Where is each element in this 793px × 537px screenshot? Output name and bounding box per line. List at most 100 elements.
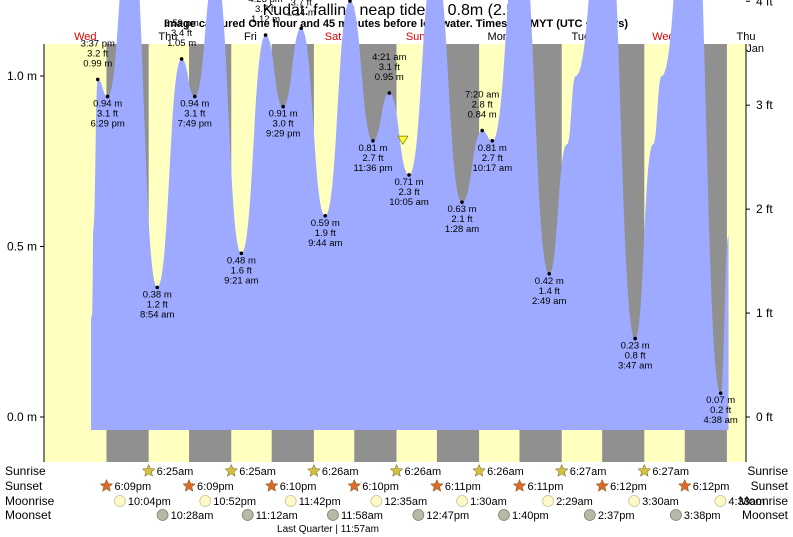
extreme-label: 9:21 am bbox=[224, 275, 258, 286]
extreme-point bbox=[371, 138, 375, 143]
chart-title: Kudat: falling neap tide at 0.8m (2.5ft) bbox=[263, 2, 530, 19]
sunset-icon bbox=[99, 478, 114, 492]
extreme-label: 3:59 pm bbox=[164, 18, 198, 29]
extreme-label: 4:23 pm bbox=[248, 0, 282, 5]
sunrise-icon bbox=[224, 463, 239, 477]
extreme-label: 0.23 m bbox=[621, 341, 650, 352]
extreme-label: 0.81 m bbox=[358, 143, 387, 154]
extreme-label: 2.8 ft bbox=[472, 100, 493, 111]
day-name: Wed bbox=[74, 31, 96, 43]
moonset-icon bbox=[498, 509, 510, 521]
moonrise-time: 12:35am bbox=[384, 496, 427, 508]
extreme-label: 3.7 ft bbox=[291, 0, 312, 8]
y-tick-label-m: 0.5 m bbox=[7, 240, 37, 254]
extreme-label: 10:17 am bbox=[473, 163, 513, 174]
extreme-label: 3.1 ft bbox=[97, 108, 118, 119]
row-label-right-moonrise: Moonrise bbox=[739, 494, 789, 508]
moonset-icon bbox=[241, 509, 254, 521]
sunset-time: 6:09pm bbox=[197, 481, 234, 493]
extreme-point bbox=[323, 214, 328, 218]
extreme-label: 2.7 ft bbox=[362, 153, 383, 164]
y-tick-label-ft: 0 ft bbox=[756, 410, 773, 424]
day-name: Sun bbox=[406, 31, 426, 43]
extreme-label: 3:47 am bbox=[618, 361, 652, 372]
extreme-point bbox=[718, 391, 723, 395]
plot-area bbox=[44, 0, 746, 462]
extreme-label: 7:49 pm bbox=[178, 118, 212, 129]
moonrise-icon bbox=[456, 495, 469, 507]
extreme-label: 3.0 ft bbox=[273, 119, 294, 130]
extreme-label: 1.6 ft bbox=[231, 265, 252, 276]
extreme-label: 10:05 am bbox=[389, 197, 429, 208]
extreme-label: 0.94 m bbox=[180, 98, 209, 109]
extreme-label: 1.2 ft bbox=[147, 299, 168, 310]
extreme-label: 6:29 pm bbox=[90, 118, 124, 129]
row-label-right-moonset: Moonset bbox=[742, 508, 789, 522]
sunset-icon bbox=[264, 478, 279, 492]
sunrise-time: 6:26am bbox=[487, 466, 524, 478]
moonset-time: 2:37pm bbox=[598, 510, 635, 522]
sunset-icon bbox=[512, 478, 527, 492]
extreme-point bbox=[281, 104, 285, 109]
extreme-label: 3.4 ft bbox=[171, 28, 192, 39]
sunrise-time: 6:26am bbox=[322, 466, 359, 478]
moonset-time: 11:12am bbox=[256, 510, 298, 522]
moonset-icon bbox=[412, 509, 425, 521]
extreme-label: 0.84 m bbox=[468, 110, 497, 121]
extreme-label: 0.38 m bbox=[143, 289, 172, 300]
extreme-label: 3.2 ft bbox=[87, 48, 108, 59]
sunrise-icon bbox=[389, 463, 404, 477]
moonrise-icon bbox=[628, 495, 641, 507]
sunset-icon bbox=[595, 478, 609, 492]
extreme-label: 8:54 am bbox=[140, 309, 174, 320]
sunrise-time: 6:25am bbox=[157, 466, 194, 478]
moonset-time: 1:40pm bbox=[512, 510, 549, 522]
extreme-label: 2.7 ft bbox=[482, 153, 503, 164]
extreme-point bbox=[480, 128, 484, 133]
sunset-icon bbox=[677, 478, 692, 492]
extreme-label: 9:44 am bbox=[308, 238, 342, 249]
moonrise-time: 4:33am bbox=[728, 496, 765, 508]
extreme-point bbox=[95, 77, 100, 82]
y-tick-label-ft: 1 ft bbox=[756, 306, 773, 320]
extreme-label: 0.99 m bbox=[83, 58, 112, 69]
moonset-time: 11:58am bbox=[341, 510, 383, 522]
extreme-label: 4:21 am bbox=[372, 52, 406, 63]
moonset-time: 3:38pm bbox=[684, 510, 721, 522]
extreme-point bbox=[348, 0, 352, 3]
extreme-label: 2.3 ft bbox=[398, 187, 419, 198]
extreme-label: 0.07 m bbox=[706, 395, 735, 406]
moonset-icon bbox=[327, 509, 339, 521]
sunset-time: 6:11pm bbox=[445, 481, 481, 493]
sunset-icon bbox=[347, 478, 362, 492]
moonrise-icon bbox=[714, 495, 727, 507]
tide-area bbox=[91, 0, 729, 430]
row-label-right-sunrise: Sunrise bbox=[747, 464, 788, 478]
sunrise-icon bbox=[141, 463, 156, 477]
moonrise-time: 1:30am bbox=[470, 496, 507, 508]
row-label-sunrise: Sunrise bbox=[5, 464, 46, 478]
extreme-label: 0.2 ft bbox=[710, 405, 731, 416]
extreme-point bbox=[547, 271, 552, 276]
extreme-label: 1.12 m bbox=[251, 14, 280, 25]
sunrise-time: 6:26am bbox=[404, 466, 441, 478]
extreme-label: 3.7 ft bbox=[255, 4, 276, 15]
sunrise-time: 6:27am bbox=[570, 466, 607, 478]
y-tick-label-ft: 2 ft bbox=[756, 202, 773, 216]
extreme-label: 3.1 ft bbox=[379, 62, 400, 73]
row-label-right-sunset: Sunset bbox=[751, 479, 789, 493]
extreme-point bbox=[387, 91, 392, 95]
extreme-point bbox=[460, 200, 464, 204]
moonrise-time: 10:04pm bbox=[128, 496, 171, 508]
y-tick-label-m: 0.0 m bbox=[7, 410, 37, 424]
moonrise-icon bbox=[199, 495, 212, 507]
sunrise-icon bbox=[554, 463, 569, 477]
sunset-icon bbox=[430, 478, 444, 492]
extreme-label: 1.9 ft bbox=[315, 228, 336, 239]
moonrise-icon bbox=[370, 495, 383, 507]
extreme-point bbox=[633, 336, 637, 341]
extreme-label: 1.4 ft bbox=[539, 286, 560, 297]
extreme-label: 3.1 ft bbox=[184, 108, 205, 119]
extreme-label: 4:38 am bbox=[703, 415, 737, 426]
